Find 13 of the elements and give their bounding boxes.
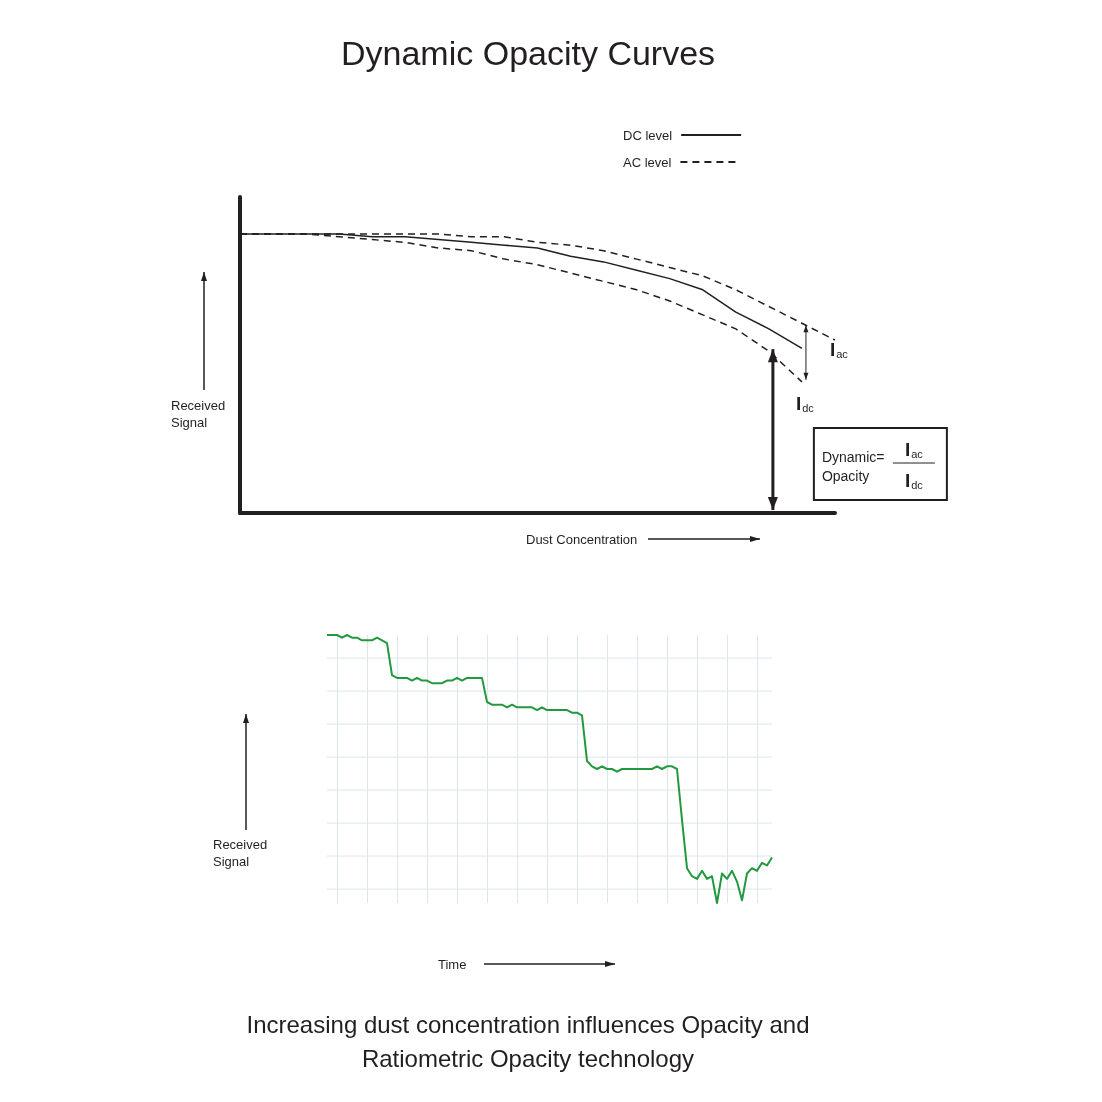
text: Increasing dust concentration influences Opacity and Ratiometric Opacity technology xyxy=(246,1010,810,1072)
legend-label: DC level xyxy=(623,127,673,143)
annotation: Idc xyxy=(795,393,815,415)
annotation: Dynamic= Opacity xyxy=(821,448,885,484)
annotation: Iac xyxy=(829,339,849,361)
chart-title: Dynamic Opacity Curves xyxy=(341,34,716,72)
y-axis-title: Received Signal xyxy=(171,398,226,430)
text: Iac xyxy=(904,439,924,460)
x-axis-title: Time xyxy=(438,956,467,972)
text: Idc xyxy=(904,470,924,491)
x-axis-title: Dust Concentration xyxy=(526,531,638,547)
legend-label: AC level xyxy=(623,154,672,170)
y-axis-title: Received Signal xyxy=(213,837,268,869)
